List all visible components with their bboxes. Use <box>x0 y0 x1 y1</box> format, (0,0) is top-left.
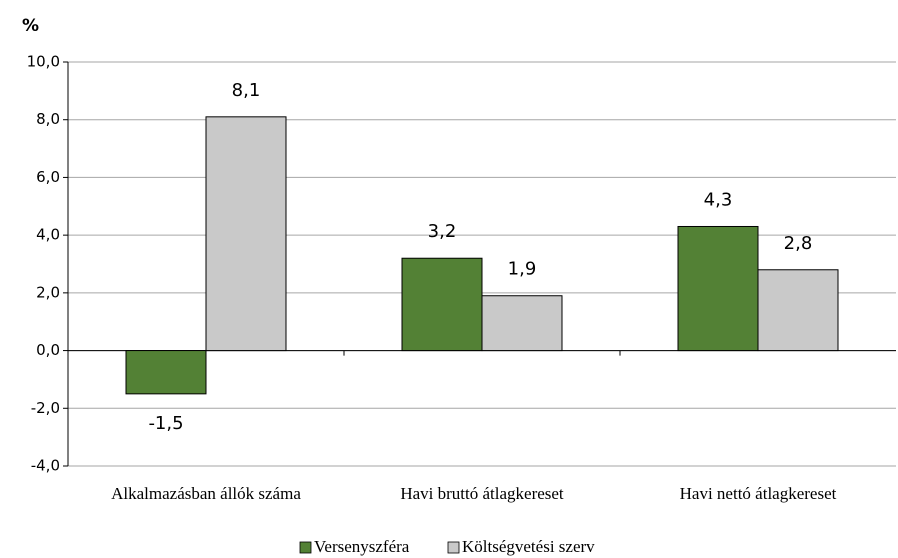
bar <box>125 350 207 395</box>
legend-swatch <box>447 541 460 554</box>
y-tick-label: 10,0 <box>27 53 60 71</box>
bar <box>677 225 759 352</box>
data-label: 4,3 <box>704 189 733 210</box>
data-label: 1,9 <box>508 259 537 280</box>
y-tick-label: 0,0 <box>36 341 60 359</box>
y-tick-label: -2,0 <box>31 399 60 417</box>
y-tick-label: -4,0 <box>31 457 60 475</box>
y-tick-label: 8,0 <box>36 110 60 128</box>
bar <box>401 257 483 352</box>
data-label: 3,2 <box>428 221 457 242</box>
legend-label: Versenyszféra <box>314 537 410 556</box>
legend-swatch <box>299 541 312 554</box>
bar <box>205 116 287 352</box>
y-axis-label: % <box>22 16 39 36</box>
data-label: 8,1 <box>232 80 261 101</box>
y-tick-label: 4,0 <box>36 226 60 244</box>
data-label: 2,8 <box>784 233 813 254</box>
data-label: -1,5 <box>148 413 183 434</box>
bar <box>481 295 563 352</box>
y-tick-label: 6,0 <box>36 168 60 186</box>
x-tick-label: Havi nettó átlagkereset <box>680 484 837 503</box>
legend-label: Költségvetési szerv <box>462 537 595 556</box>
x-tick-label: Alkalmazásban állók száma <box>111 484 301 503</box>
x-tick-label: Havi bruttó átlagkereset <box>400 484 564 503</box>
bar <box>757 269 839 352</box>
y-tick-label: 2,0 <box>36 283 60 301</box>
